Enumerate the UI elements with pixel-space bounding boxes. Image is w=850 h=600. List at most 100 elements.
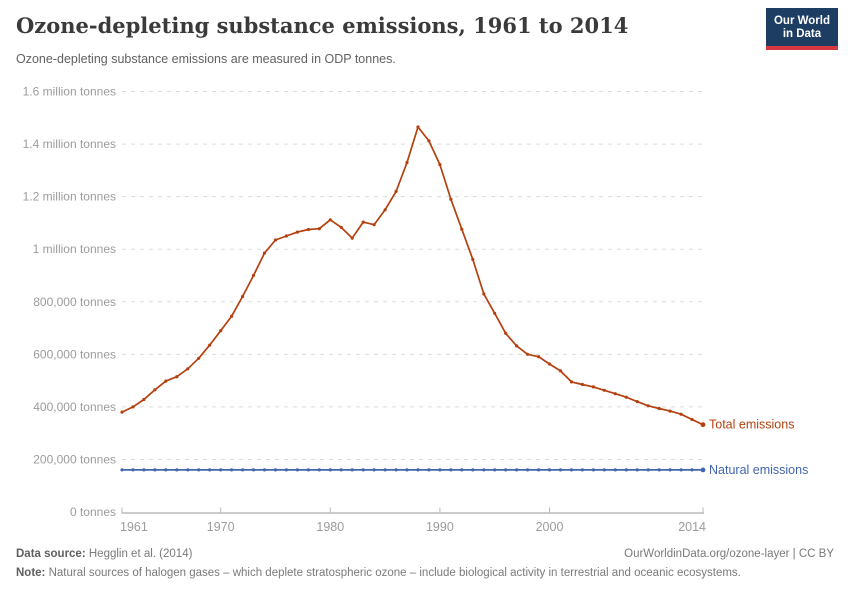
natural-emissions-point: [142, 468, 146, 472]
total-emissions-point: [273, 238, 278, 242]
natural-emissions-point: [383, 468, 387, 472]
total-emissions-point: [328, 218, 332, 222]
natural-emissions-point: [591, 468, 596, 472]
total-emissions-point: [591, 385, 596, 389]
total-emissions-point: [120, 410, 124, 414]
total-emissions-point: [438, 163, 442, 167]
y-axis-tick-label: 1.6 million tonnes: [23, 85, 116, 99]
natural-emissions-point: [241, 468, 245, 472]
natural-emissions-point: [120, 468, 124, 472]
natural-emissions-point: [700, 467, 706, 473]
natural-emissions-point: [372, 468, 376, 472]
y-axis-tick-label: 1 million tonnes: [33, 242, 116, 256]
total-emissions-point: [482, 292, 486, 296]
total-emissions-point: [208, 343, 212, 347]
natural-emissions-point: [219, 468, 223, 472]
natural-emissions-point: [164, 468, 168, 472]
natural-emissions-point: [361, 468, 365, 472]
data-source-line: Data source: Hegglin et al. (2014): [16, 545, 192, 564]
natural-emissions-point: [482, 468, 486, 472]
data-source-label: Data source:: [16, 548, 86, 560]
total-emissions-point: [613, 392, 617, 396]
total-emissions-point: [537, 355, 541, 359]
total-emissions-point: [405, 160, 409, 165]
y-axis-tick-label: 1.2 million tonnes: [23, 190, 116, 204]
natural-emissions-point: [668, 468, 672, 472]
total-emissions-point: [526, 352, 530, 356]
natural-emissions-point: [251, 468, 256, 472]
total-emissions-point: [624, 395, 628, 399]
credit-line: OurWorldinData.org/ozone-layer | CC BY: [624, 545, 834, 564]
natural-emissions-point: [438, 468, 442, 472]
natural-emissions-point: [328, 468, 332, 472]
natural-emissions-point: [526, 468, 530, 472]
owid-logo-line2: in Data: [782, 28, 822, 40]
natural-emissions-point: [690, 468, 694, 472]
natural-emissions-point: [537, 468, 541, 472]
natural-emissions-point: [515, 468, 519, 472]
natural-emissions-point: [394, 468, 398, 472]
note-label: Note:: [16, 567, 46, 579]
license-badge: | CC BY: [789, 548, 834, 560]
y-axis-tick-label: 0 tonnes: [70, 505, 116, 519]
natural-emissions-point: [679, 468, 683, 472]
total-emissions-point: [251, 273, 256, 278]
total-emissions-point: [416, 125, 420, 129]
natural-emissions-point: [208, 468, 212, 472]
series-label-natural-emissions: Natural emissions: [709, 463, 808, 477]
total-emissions-point: [262, 251, 267, 255]
natural-emissions-point: [504, 468, 508, 472]
owid-logo[interactable]: Our World in Data: [765, 8, 838, 50]
total-emissions-point: [197, 356, 201, 360]
total-emissions-point: [153, 388, 157, 392]
natural-emissions-point: [569, 468, 574, 472]
natural-emissions-point: [602, 468, 606, 472]
total-emissions-point: [471, 257, 475, 261]
natural-emissions-point: [405, 468, 409, 472]
data-source-text: Hegglin et al. (2014): [85, 548, 193, 560]
natural-emissions-point: [558, 468, 563, 472]
natural-emissions-point: [339, 468, 343, 472]
natural-emissions-point: [273, 468, 278, 472]
total-emissions-point: [493, 311, 497, 315]
y-axis-tick-label: 400,000 tonnes: [33, 400, 116, 414]
y-axis-tick-label: 1.4 million tonnes: [23, 137, 116, 151]
total-emissions-point: [175, 375, 179, 379]
natural-emissions-point: [230, 468, 234, 472]
page-title: Ozone-depleting substance emissions, 196…: [16, 13, 629, 38]
y-axis-tick-label: 800,000 tonnes: [33, 295, 116, 309]
natural-emissions-point: [613, 468, 617, 472]
total-emissions-point: [219, 329, 223, 333]
natural-emissions-point: [427, 468, 431, 472]
natural-emissions-point: [646, 468, 650, 472]
natural-emissions-point: [197, 468, 201, 472]
total-emissions-point: [230, 314, 234, 318]
note-text: Natural sources of halogen gases – which…: [45, 567, 741, 579]
total-emissions-point: [186, 367, 190, 371]
chart-footer: Data source: Hegglin et al. (2014) OurWo…: [16, 545, 834, 583]
natural-emissions-point: [547, 468, 552, 472]
total-emissions-point: [602, 388, 606, 392]
total-emissions-point: [284, 234, 288, 238]
natural-emissions-point: [624, 468, 628, 472]
natural-emissions-point: [471, 468, 475, 472]
total-emissions-point: [350, 236, 354, 240]
total-emissions-point: [427, 139, 431, 143]
chart-subtitle: Ozone-depleting substance emissions are …: [16, 52, 396, 66]
natural-emissions-point: [580, 468, 585, 472]
total-emissions-point: [131, 405, 135, 409]
y-axis-tick-label: 600,000 tonnes: [33, 347, 116, 361]
total-emissions-line[interactable]: [121, 126, 704, 426]
total-emissions-point: [679, 412, 683, 416]
chart-canvas[interactable]: 0 tonnes 200,000 tonnes 400,000 tonnes 600,…: [0, 0, 850, 540]
natural-emissions-point: [175, 468, 179, 472]
owid-link[interactable]: OurWorldinData.org/ozone-layer: [624, 548, 790, 560]
x-axis-tick-label: 1961: [120, 520, 148, 534]
total-emissions-point: [241, 294, 245, 299]
total-emissions-point: [295, 230, 299, 234]
natural-emissions-point: [284, 468, 288, 472]
natural-emissions-point: [657, 468, 661, 472]
natural-emissions-point: [295, 468, 299, 472]
owid-logo-line1: Our World: [773, 15, 830, 27]
